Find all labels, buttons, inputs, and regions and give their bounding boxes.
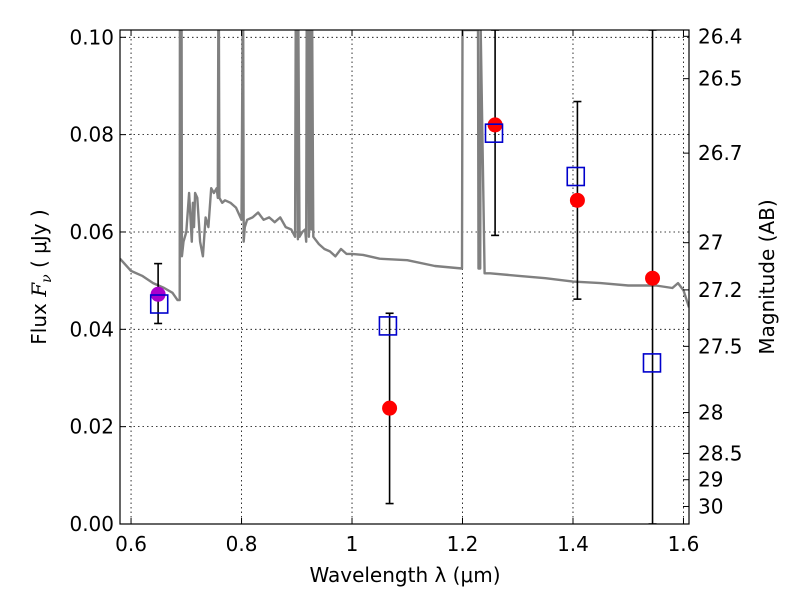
right-tick-label: 27 [698, 231, 723, 255]
y-axis-title: Flux Fν ( μJy ) [27, 209, 55, 344]
y-tick-label: 0.06 [69, 220, 114, 244]
y-axis-title-subscript: ν [39, 274, 55, 283]
x-axis-title: Wavelength λ (μm) [309, 563, 500, 587]
model-flux-square [484, 123, 504, 143]
plot-background [120, 30, 689, 524]
observed-flux-point [382, 400, 398, 416]
observed-flux-point [569, 192, 585, 208]
y-axis-title-symbol: F [27, 282, 51, 298]
y-tick-label: 0.02 [69, 415, 114, 439]
y-tick-label: 0.04 [69, 317, 114, 341]
y-tick-label: 0.08 [69, 123, 114, 147]
y-tick-label: 0.10 [69, 25, 114, 49]
observed-flux-point [645, 270, 661, 286]
sed-curve-layer [120, 30, 689, 308]
y-axis-right-title: Magnitude (AB) [755, 199, 779, 354]
right-tick-label: 28 [698, 401, 723, 425]
y-tick-label: 0.00 [69, 512, 114, 536]
right-tick-label: 27.5 [698, 334, 743, 358]
sed-model-curve [120, 30, 689, 308]
right-tick-label: 28.5 [698, 441, 743, 465]
y-axis-title-prefix: Flux [27, 297, 51, 345]
x-tick-label: 1.6 [668, 532, 700, 556]
model-flux-square [642, 353, 662, 373]
x-tick-label: 1.4 [557, 532, 589, 556]
right-tick-label: 26.4 [698, 24, 743, 48]
right-tick-label: 26.5 [698, 67, 743, 91]
y-axis-title-unit: ( μJy ) [27, 209, 51, 274]
x-tick-label: 0.6 [115, 532, 147, 556]
right-tick-label: 26.7 [698, 141, 743, 165]
data-points-layer [149, 117, 662, 416]
axis-ticks: 0.6 0.8 1 1.2 1.4 1.6 0.00 0.02 0.04 0.06 0.08 0.10… [69, 24, 742, 556]
model-flux-square [566, 166, 586, 187]
right-tick-label: 29 [698, 468, 723, 492]
right-tick-label: 30 [698, 494, 723, 518]
model-flux-square [378, 316, 398, 336]
model-flux-square [149, 294, 169, 314]
x-tick-label: 1.2 [447, 532, 479, 556]
x-tick-label: 0.8 [226, 532, 258, 556]
plot-frame [119, 29, 690, 525]
x-tick-label: 1 [346, 532, 359, 556]
right-tick-label: 27.2 [698, 278, 743, 302]
